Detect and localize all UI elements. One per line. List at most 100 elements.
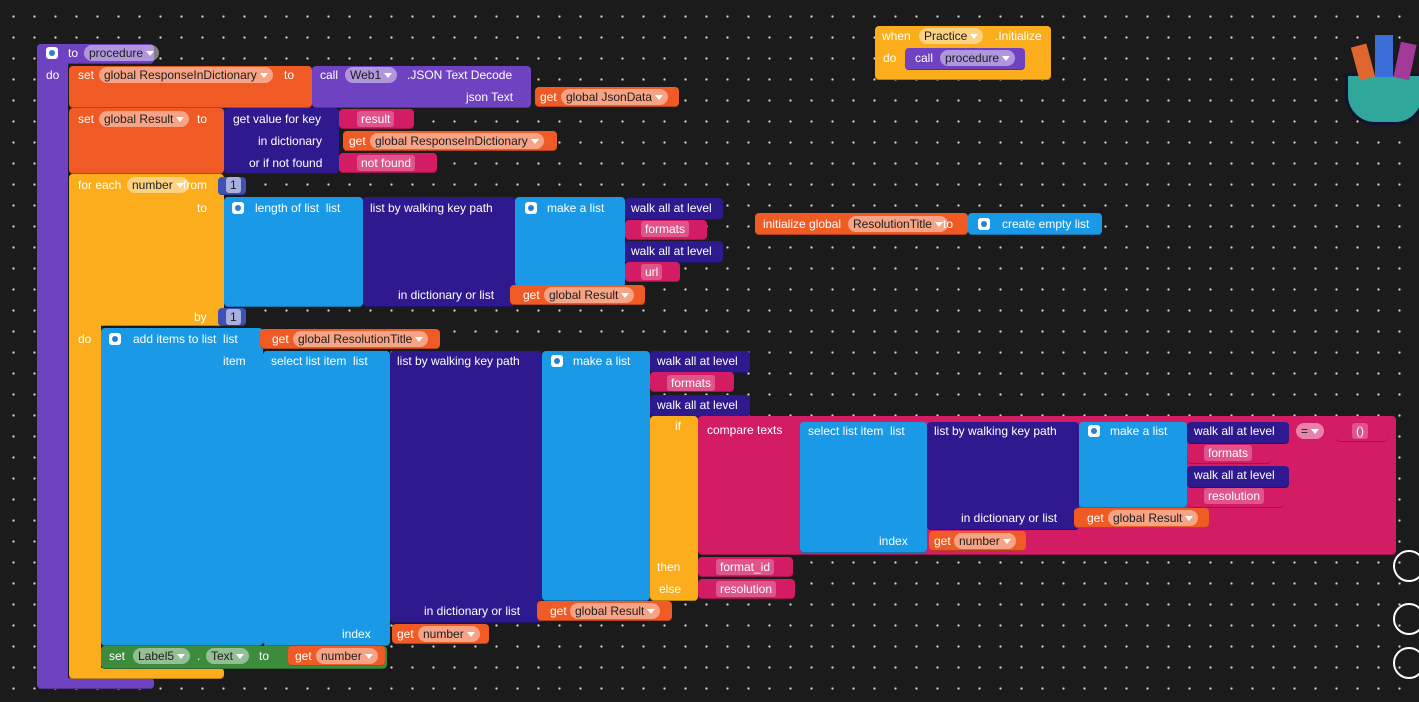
block[interactable] [288, 646, 385, 666]
block-label: call [320, 68, 339, 82]
dropdown-field[interactable]: global Result [99, 111, 190, 127]
block[interactable] [650, 395, 750, 417]
block[interactable] [37, 44, 68, 689]
block-label: . [197, 649, 201, 663]
block-label: index [879, 534, 908, 548]
dropdown-field[interactable]: procedure [84, 45, 160, 61]
block-label: get [523, 288, 540, 302]
block[interactable] [755, 213, 968, 235]
block[interactable] [650, 372, 734, 392]
gear-icon[interactable] [1088, 425, 1100, 437]
gear-icon[interactable] [46, 47, 58, 59]
block[interactable] [363, 197, 515, 307]
zoom-out-button[interactable] [1393, 647, 1419, 679]
text-field[interactable]: resolution [1204, 488, 1265, 504]
block[interactable] [1336, 422, 1388, 442]
dropdown-field[interactable]: global ResponseInDictionary [99, 67, 273, 83]
block[interactable] [510, 285, 645, 305]
text-field[interactable]: formats [1204, 445, 1253, 461]
block[interactable] [390, 351, 542, 623]
gear-icon[interactable] [551, 355, 563, 367]
block[interactable] [650, 416, 698, 601]
block[interactable] [537, 601, 672, 621]
block[interactable] [625, 241, 723, 263]
block[interactable] [905, 48, 1025, 70]
block[interactable] [260, 329, 440, 349]
dropdown-field[interactable]: number [127, 177, 189, 193]
block[interactable] [312, 66, 531, 108]
text-field[interactable]: formats [667, 375, 716, 391]
block[interactable] [37, 678, 154, 689]
block-label: index [342, 627, 371, 641]
trash-can[interactable] [1345, 35, 1419, 125]
text-field[interactable]: formats [641, 221, 690, 237]
dropdown-field[interactable]: Label5 [133, 648, 191, 664]
block[interactable] [1187, 444, 1271, 464]
dropdown-field[interactable]: procedure [940, 50, 1016, 66]
block[interactable] [698, 557, 793, 577]
gear-icon[interactable] [232, 202, 244, 214]
block-label: in dictionary [258, 134, 323, 148]
block[interactable] [339, 153, 437, 173]
block[interactable] [542, 351, 650, 601]
number-field[interactable]: 1 [226, 309, 241, 325]
block[interactable] [69, 174, 101, 679]
dropdown-field[interactable]: number [954, 533, 1016, 549]
block[interactable] [69, 66, 312, 108]
text-field[interactable]: not found [357, 155, 416, 171]
gear-icon[interactable] [109, 333, 121, 345]
gear-icon[interactable] [978, 218, 990, 230]
dropdown-field[interactable]: global ResponseInDictionary [370, 133, 544, 149]
block[interactable] [625, 198, 723, 220]
block[interactable] [343, 131, 557, 151]
block[interactable] [224, 197, 363, 307]
dropdown-field[interactable]: global Result [544, 287, 635, 303]
text-field[interactable]: url [641, 264, 663, 280]
block-label: walk all at level [657, 398, 738, 412]
block[interactable] [69, 668, 224, 679]
block-label: initialize global [763, 217, 842, 231]
block[interactable] [625, 220, 707, 240]
block[interactable] [263, 351, 390, 646]
block[interactable] [1187, 466, 1289, 488]
block[interactable] [698, 579, 795, 599]
text-field[interactable]: () [1352, 423, 1368, 439]
dropdown-field[interactable]: global Result [570, 603, 661, 619]
gear-icon[interactable] [525, 202, 537, 214]
block-label: to [284, 68, 295, 82]
block[interactable] [968, 213, 1102, 235]
dropdown-field[interactable]: global Result [1108, 510, 1199, 526]
block[interactable] [535, 87, 679, 107]
block[interactable] [1187, 422, 1289, 444]
dropdown-field[interactable]: ResolutionTitle [848, 216, 948, 232]
block[interactable] [625, 262, 680, 282]
block[interactable] [800, 422, 927, 553]
block[interactable] [224, 108, 339, 174]
block[interactable] [1187, 488, 1284, 508]
dropdown-field[interactable]: Practice [919, 28, 984, 44]
block[interactable] [69, 108, 224, 174]
text-field[interactable]: format_id [716, 559, 775, 575]
block[interactable] [1074, 508, 1209, 528]
text-field[interactable]: resolution [716, 581, 777, 597]
dropdown-field[interactable]: Text [206, 648, 250, 664]
block[interactable] [927, 422, 1079, 530]
dropdown-field[interactable]: number [316, 648, 378, 664]
block-label: call [915, 51, 934, 65]
text-field[interactable]: result [357, 111, 395, 127]
number-field[interactable]: 1 [226, 177, 241, 193]
block[interactable] [392, 624, 489, 644]
block-label: do [883, 51, 897, 65]
dropdown-field[interactable]: = [1296, 423, 1325, 439]
block[interactable] [650, 351, 750, 373]
block[interactable] [929, 531, 1026, 551]
block[interactable] [339, 109, 414, 129]
dropdown-field[interactable]: Web1 [345, 67, 398, 83]
zoom-in-button[interactable] [1393, 603, 1419, 635]
dropdown-field[interactable]: number [418, 626, 480, 642]
block[interactable] [101, 328, 263, 646]
block-label: do [78, 332, 92, 346]
dropdown-field[interactable]: global JsonData [561, 89, 669, 105]
dropdown-field[interactable]: global ResolutionTitle [293, 331, 429, 347]
center-button[interactable] [1393, 550, 1419, 582]
